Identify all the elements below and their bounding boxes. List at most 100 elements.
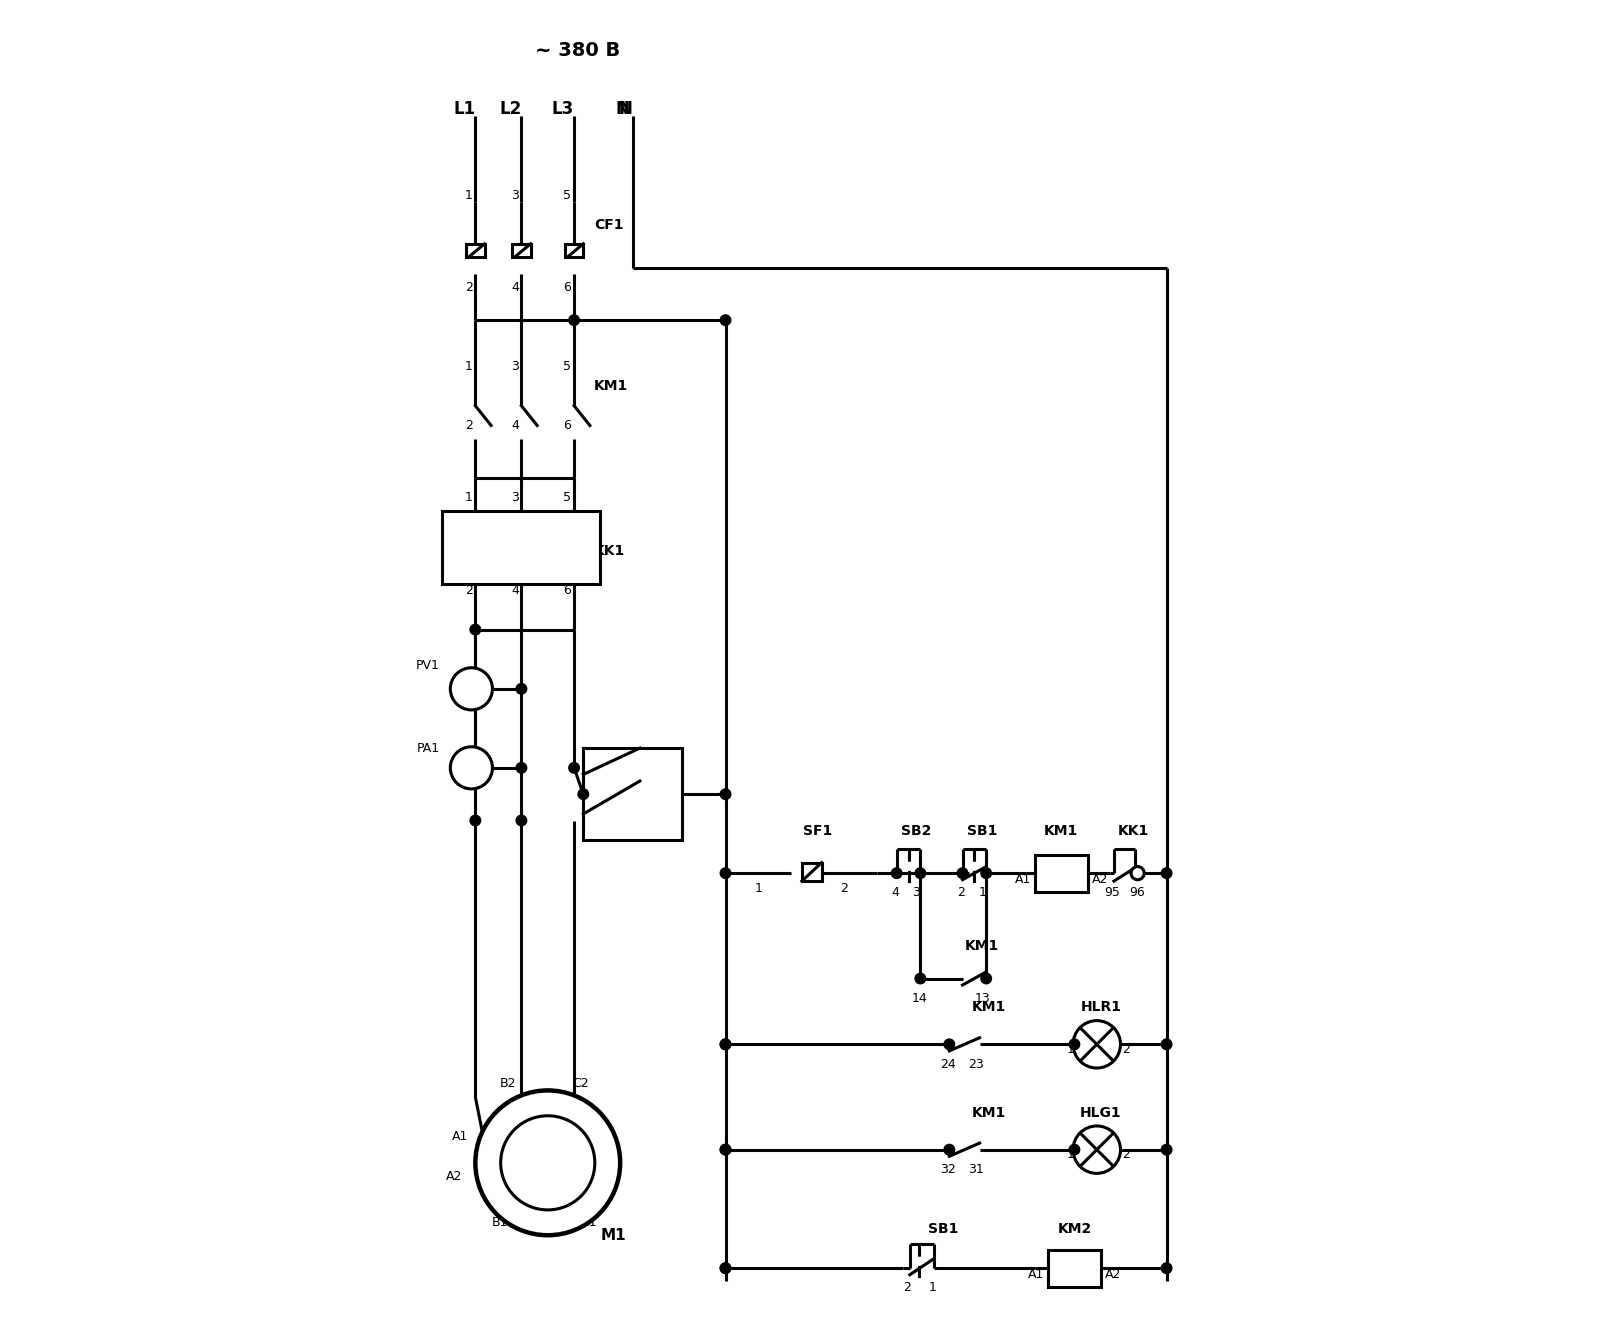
Text: 2: 2 [465,419,473,432]
Circle shape [451,668,492,710]
Text: 24: 24 [940,1057,956,1071]
Text: 6: 6 [563,281,571,294]
Text: 5: 5 [645,816,653,829]
Text: 1: 1 [465,188,473,201]
Bar [1047,1249,1101,1287]
Circle shape [1162,868,1171,878]
Circle shape [570,763,579,772]
Text: ~ 380 B: ~ 380 B [534,41,619,60]
Text: 4: 4 [891,886,899,900]
Text: A2: A2 [446,1170,462,1182]
Text: C1: C1 [581,1215,597,1228]
Circle shape [1073,1126,1120,1174]
Text: L3: L3 [552,101,574,118]
Text: SB2: SB2 [901,824,932,837]
Circle shape [957,868,967,878]
Bar [1035,855,1088,892]
Circle shape [721,315,730,326]
Text: HLR1: HLR1 [1080,1000,1121,1015]
Circle shape [451,747,492,788]
Text: 1: 1 [465,360,473,372]
Text: 23: 23 [967,1057,983,1071]
Text: 5: 5 [563,188,571,201]
Text: 4: 4 [512,419,518,432]
Text: SB1: SB1 [967,824,998,837]
Text: KK1: KK1 [1118,824,1149,837]
Text: 4: 4 [512,281,518,294]
Text: M1: M1 [600,1228,626,1243]
Text: 6: 6 [563,583,571,596]
Text: C2: C2 [573,1077,589,1090]
Text: 4: 4 [512,583,518,596]
Circle shape [500,1116,595,1210]
Circle shape [916,868,925,878]
Circle shape [891,868,903,878]
Text: B1: B1 [492,1215,508,1228]
Circle shape [721,1263,730,1273]
Text: M: M [537,1153,558,1173]
Text: CF1: CF1 [594,219,623,232]
Text: A1: A1 [1015,873,1031,886]
Circle shape [1073,1020,1120,1068]
Text: 95: 95 [1105,886,1120,900]
Circle shape [944,1039,954,1049]
Circle shape [721,788,730,799]
Text: 3: 3 [645,787,653,800]
Circle shape [570,315,579,326]
Circle shape [1162,1145,1171,1155]
Text: 14: 14 [911,991,927,1004]
Text: 96: 96 [1130,886,1146,900]
Circle shape [516,815,526,825]
Text: 2: 2 [903,1281,911,1295]
Text: 3: 3 [512,188,518,201]
Text: KM1: KM1 [965,938,999,953]
Text: 4: 4 [603,787,611,800]
Text: 3: 3 [512,492,518,505]
Text: A: A [467,761,476,775]
Text: 1: 1 [465,492,473,505]
Text: KM1: KM1 [972,1000,1006,1015]
Text: 1: 1 [928,1281,936,1295]
Text: 32: 32 [940,1163,956,1175]
Text: PA1: PA1 [417,742,439,754]
Text: 6: 6 [603,816,611,829]
Text: A2: A2 [1091,873,1109,886]
Text: PV1: PV1 [415,659,439,672]
Text: N: N [618,101,632,118]
Text: SF1: SF1 [803,824,832,837]
Circle shape [578,788,589,799]
Text: 1: 1 [1067,1149,1075,1162]
Text: V: V [467,682,476,696]
Text: A1: A1 [1028,1268,1044,1281]
Text: A1: A1 [452,1130,468,1143]
Text: KM2: KM2 [1057,1222,1091,1236]
Circle shape [470,624,481,635]
Text: KK1: KK1 [594,543,624,558]
Text: 2: 2 [957,886,965,900]
Circle shape [721,1039,730,1049]
Text: KM1: KM1 [594,379,628,394]
Text: N: N [616,101,629,118]
Text: L2: L2 [499,101,521,118]
Text: 1: 1 [645,759,653,771]
Text: 5: 5 [563,360,571,372]
Text: 1: 1 [978,886,986,900]
Text: 2: 2 [465,583,473,596]
Text: 31: 31 [967,1163,983,1175]
Text: 3: 3 [512,360,518,372]
Text: 2: 2 [1121,1043,1130,1056]
Text: 5: 5 [563,492,571,505]
Text: L1: L1 [454,101,475,118]
Text: B2: B2 [500,1077,516,1090]
Text: 2: 2 [1121,1149,1130,1162]
Circle shape [916,974,925,983]
Text: SB1: SB1 [927,1222,957,1236]
Text: 1: 1 [755,882,763,896]
Circle shape [1068,1039,1080,1049]
Text: 3: 3 [912,886,920,900]
Circle shape [1131,867,1144,880]
Circle shape [721,1039,730,1049]
Circle shape [721,868,730,878]
Text: 2: 2 [840,882,848,896]
Circle shape [516,763,526,772]
